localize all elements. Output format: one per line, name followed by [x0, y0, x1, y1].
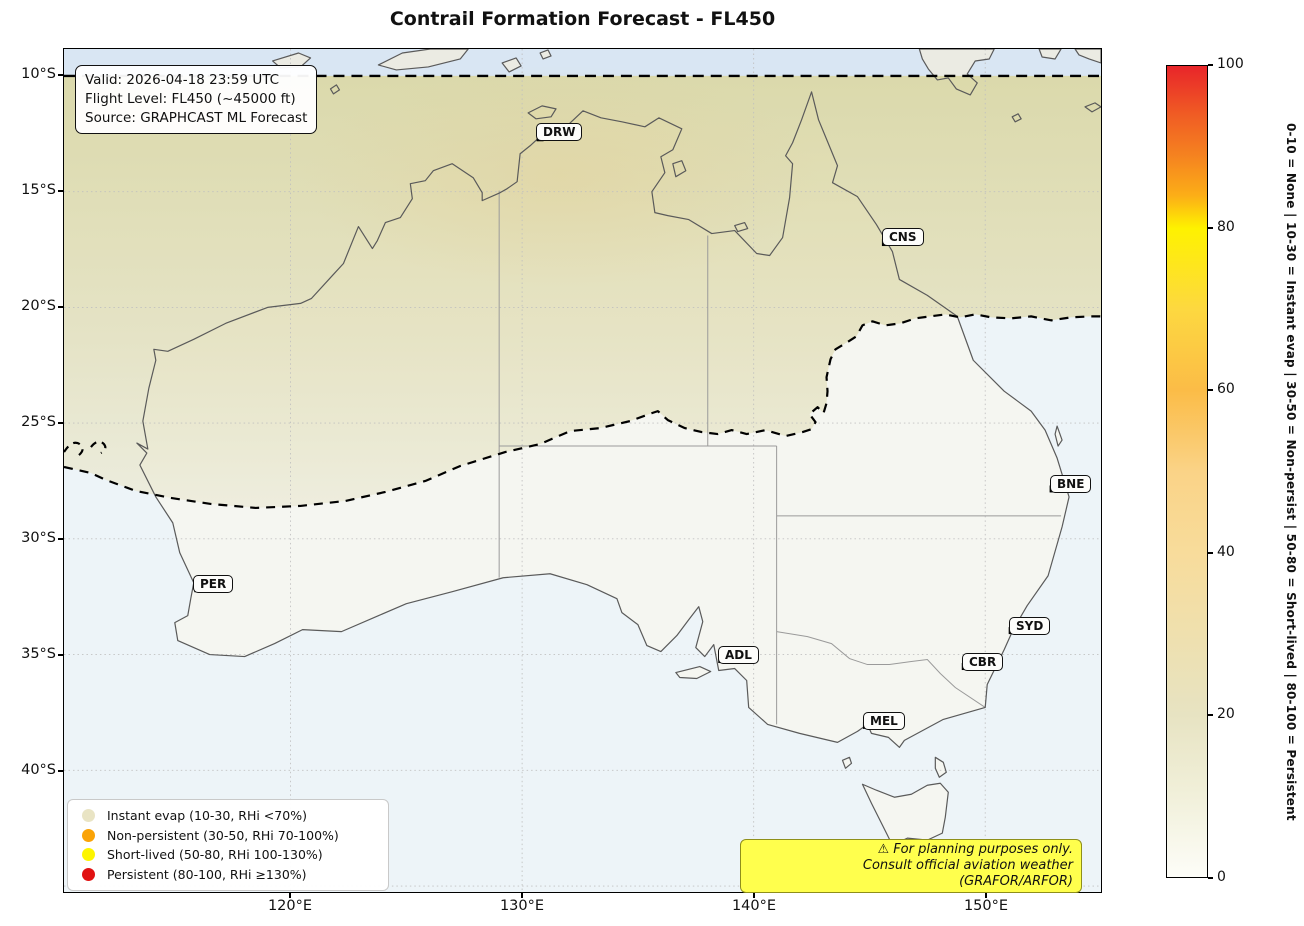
cbar-tickmark: [1208, 389, 1213, 391]
xtickmark: [985, 893, 987, 898]
short-lived-dot: [82, 848, 95, 862]
cbar-tick-40: 40: [1217, 544, 1235, 560]
xtick-140e: 140°E: [731, 898, 777, 914]
ytickmark: [58, 74, 63, 76]
warm-tint-patch: [300, 65, 820, 286]
legend-label: Non-persistent (30-50, RHi 70-100%): [107, 827, 339, 843]
xtick-150e: 150°E: [963, 898, 1009, 914]
ytickmark: [58, 770, 63, 772]
cbar-tick-80: 80: [1217, 219, 1235, 235]
ytickmark: [58, 190, 63, 192]
city-label-cbr: CBR: [962, 653, 1004, 671]
city-label-drw: DRW: [536, 123, 583, 141]
xtickmark: [289, 893, 291, 898]
legend-label: Persistent (80-100, RHi ≥130%): [107, 866, 307, 882]
map-canvas: [64, 49, 1101, 892]
city-label-adl: ADL: [718, 646, 759, 664]
persistent-dot: [82, 867, 95, 881]
warning-line-2: Consult official aviation weather (GRAFO…: [862, 858, 1073, 889]
forecast-source: Source: GRAPHCAST ML Forecast: [85, 110, 308, 126]
ytickmark: [58, 654, 63, 656]
contrail-field-south: [64, 314, 1101, 892]
colorbar: [1166, 65, 1208, 878]
warning-line-1: ⚠ For planning purposes only.: [877, 842, 1074, 857]
ytick-15s: 15°S: [21, 182, 56, 198]
contrail-threshold-contour: [64, 74, 1101, 510]
xtickmark: [753, 893, 755, 898]
ytick-35s: 35°S: [21, 646, 56, 662]
instant-evap-dot: [82, 809, 95, 823]
colorbar-category-label: 0-10 = None | 10-30 = Instant evap | 30-…: [1284, 122, 1298, 821]
xtick-130e: 130°E: [499, 898, 545, 914]
city-label-cns: CNS: [882, 228, 924, 246]
legend-item: Instant evap (10-30, RHi <70%): [78, 806, 378, 826]
xtickmark: [521, 893, 523, 898]
non-persistent-dot: [82, 828, 95, 842]
city-label-syd: SYD: [1009, 617, 1051, 635]
legend-item: Non-persistent (30-50, RHi 70-100%): [78, 826, 378, 846]
legend-label: Instant evap (10-30, RHi <70%): [107, 808, 307, 824]
state-borders: [498, 190, 1062, 725]
ytick-30s: 30°S: [21, 530, 56, 546]
ytickmark: [58, 422, 63, 424]
map-plot-area: [63, 48, 1102, 893]
valid-time: Valid: 2026-04-18 23:59 UTC: [85, 72, 280, 88]
cbar-tickmark: [1208, 227, 1213, 229]
cbar-tick-0: 0: [1217, 869, 1226, 885]
cbar-tick-20: 20: [1217, 706, 1235, 722]
planning-warning-box: ⚠ For planning purposes only. Consult of…: [740, 839, 1082, 893]
ytick-10s: 10°S: [21, 66, 56, 82]
cbar-tickmark: [1208, 64, 1213, 66]
cbar-tickmark: [1208, 714, 1213, 716]
city-label-bne: BNE: [1050, 475, 1092, 493]
ytick-40s: 40°S: [21, 762, 56, 778]
legend-item: Persistent (80-100, RHi ≥130%): [78, 865, 378, 885]
cbar-tickmark: [1208, 877, 1213, 879]
ytick-25s: 25°S: [21, 414, 56, 430]
city-label-per: PER: [193, 575, 234, 593]
cbar-tick-100: 100: [1217, 56, 1244, 72]
gridlines: [64, 49, 1101, 892]
legend-item: Short-lived (50-80, RHi 100-130%): [78, 845, 378, 865]
xtick-120e: 120°E: [267, 898, 313, 914]
ytickmark: [58, 538, 63, 540]
ytickmark: [58, 306, 63, 308]
validity-info-box: Valid: 2026-04-18 23:59 UTC Flight Level…: [75, 65, 318, 134]
flight-level: Flight Level: FL450 (~45000 ft): [85, 91, 296, 107]
legend-label: Short-lived (50-80, RHi 100-130%): [107, 847, 323, 863]
ytick-20s: 20°S: [21, 298, 56, 314]
city-label-mel: MEL: [863, 712, 905, 730]
cbar-tick-60: 60: [1217, 381, 1235, 397]
coastlines: [136, 49, 1101, 846]
category-legend: Instant evap (10-30, RHi <70%) Non-persi…: [67, 799, 389, 891]
chart-title: Contrail Formation Forecast - FL450: [389, 8, 776, 30]
cbar-tickmark: [1208, 552, 1213, 554]
